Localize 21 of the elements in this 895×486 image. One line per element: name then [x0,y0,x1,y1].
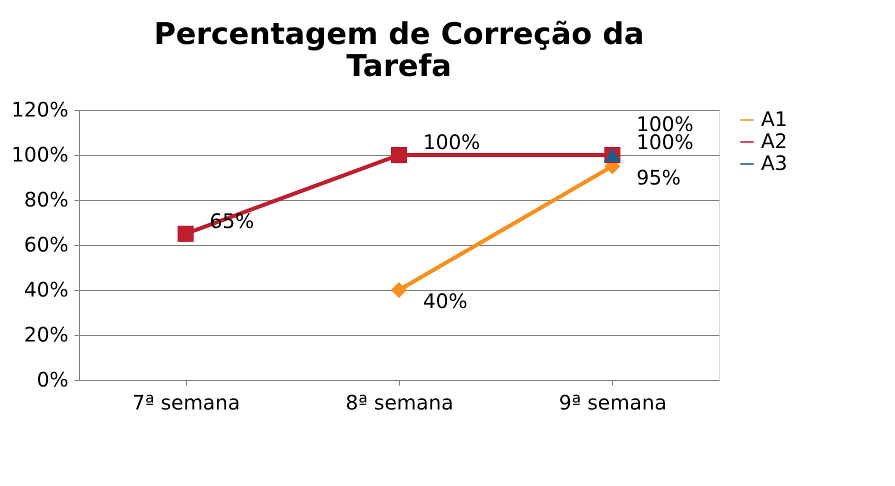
y-tick-label: 60% [24,232,68,256]
chart-title: Percentagem de Correção da Tarefa [154,17,644,84]
y-tick-label: 40% [24,278,68,302]
legend-label: A2 [761,129,788,153]
data-label: 100% [636,130,694,154]
y-tick-label: 120% [11,98,68,122]
point [390,282,408,298]
x-tick-label: 7ª semana [132,390,240,414]
point [178,226,194,242]
legend-label: A1 [761,107,788,131]
x-tick-label: 9ª semana [558,390,667,414]
data-label: 100% [423,130,480,154]
legend-label: A3 [761,151,788,175]
y-tick-label: 80% [24,188,68,212]
point [390,146,408,164]
y-tick-label: 100% [11,142,68,166]
x-tick-label: 8ª semana [346,390,454,414]
data-label: 95% [636,165,681,190]
data-label: 40% [423,289,468,313]
y-tick-label: 20% [24,322,68,346]
y-tick-label: 0% [36,368,68,392]
